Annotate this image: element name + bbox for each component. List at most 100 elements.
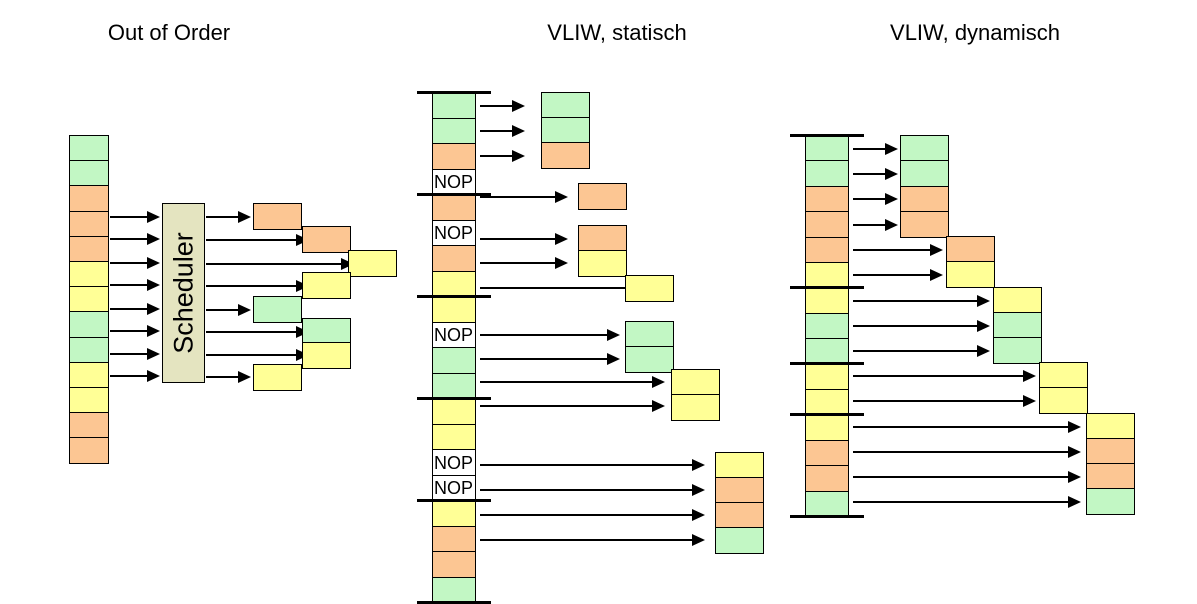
arrow-head [930, 243, 943, 256]
arrow-shaft [206, 331, 297, 334]
arrow-shaft [853, 325, 978, 328]
result-cell-out-of-order-6 [302, 342, 351, 369]
group-separator-vliw-statisch-0 [417, 90, 491, 94]
result-cell-vliw-statisch-3 [578, 183, 627, 210]
arrow-head [692, 483, 705, 496]
arrow-head [555, 232, 568, 245]
arrow-head [555, 190, 568, 203]
group-separator-vliw-statisch-2 [417, 294, 491, 298]
instruction-cell-vliw-statisch-2 [432, 143, 476, 171]
instruction-cell-vliw-dynamisch-1 [805, 160, 849, 188]
arrow-shaft [206, 239, 297, 242]
arrow-shaft [853, 173, 886, 176]
instruction-cell-out-of-order-0 [69, 135, 109, 162]
instruction-cell-out-of-order-6 [69, 286, 109, 313]
arrow-shaft [480, 405, 653, 408]
arrow-head [147, 232, 160, 245]
result-cell-vliw-statisch-14 [715, 527, 764, 554]
result-cell-vliw-dynamisch-6 [993, 287, 1042, 314]
result-cell-out-of-order-5 [302, 318, 351, 345]
arrow-head [885, 142, 898, 155]
arrow-head [652, 375, 665, 388]
arrow-shaft [206, 285, 297, 288]
nop-cell-vliw-statisch-9: NOP [432, 321, 476, 349]
instruction-cell-vliw-statisch-1 [432, 117, 476, 145]
result-cell-vliw-dynamisch-4 [946, 236, 995, 263]
arrow-shaft [480, 196, 556, 199]
result-cell-out-of-order-3 [302, 272, 351, 299]
group-separator-vliw-statisch-1 [417, 192, 491, 196]
arrow-head [1023, 394, 1036, 407]
arrow-shaft [853, 476, 1069, 479]
result-cell-vliw-dynamisch-1 [900, 160, 949, 187]
instruction-cell-vliw-dynamisch-7 [805, 312, 849, 340]
result-cell-vliw-statisch-1 [541, 117, 590, 144]
instruction-cell-vliw-statisch-4 [432, 194, 476, 222]
arrow-head [692, 458, 705, 471]
result-cell-vliw-dynamisch-3 [900, 211, 949, 238]
instruction-cell-vliw-dynamisch-2 [805, 185, 849, 213]
arrow-shaft [110, 262, 148, 265]
group-separator-vliw-statisch-3 [417, 396, 491, 400]
result-cell-vliw-statisch-8 [625, 346, 674, 373]
result-cell-vliw-statisch-12 [715, 477, 764, 504]
result-cell-vliw-dynamisch-13 [1086, 463, 1135, 490]
arrow-shaft [853, 300, 978, 303]
arrow-shaft [110, 284, 148, 287]
result-cell-vliw-dynamisch-14 [1086, 488, 1135, 515]
result-cell-out-of-order-1 [302, 226, 351, 253]
result-cell-vliw-dynamisch-0 [900, 135, 949, 162]
arrow-head [1068, 420, 1081, 433]
instruction-cell-out-of-order-11 [69, 412, 109, 439]
arrow-head [512, 124, 525, 137]
arrow-head [607, 352, 620, 365]
instruction-cell-vliw-dynamisch-12 [805, 439, 849, 467]
instruction-cell-vliw-dynamisch-6 [805, 287, 849, 315]
panel-title-vliw-dynamisch: VLIW, dynamisch [890, 20, 1060, 45]
group-separator-vliw-dynamisch-0 [790, 133, 864, 137]
nop-cell-vliw-statisch-5: NOP [432, 219, 476, 247]
arrow-head [1068, 495, 1081, 508]
result-cell-vliw-dynamisch-9 [1039, 362, 1088, 389]
instruction-cell-vliw-dynamisch-11 [805, 414, 849, 442]
instruction-cell-out-of-order-2 [69, 185, 109, 213]
arrow-head [147, 278, 160, 291]
arrow-shaft [853, 501, 1069, 504]
arrow-head [147, 210, 160, 223]
arrow-shaft [206, 354, 297, 357]
result-cell-out-of-order-2 [348, 250, 397, 277]
result-cell-vliw-statisch-5 [578, 250, 627, 277]
instruction-cell-out-of-order-12 [69, 437, 109, 465]
arrow-shaft [480, 464, 693, 467]
arrow-head [1068, 470, 1081, 483]
group-separator-vliw-dynamisch-2 [790, 362, 864, 366]
arrow-shaft [480, 358, 608, 361]
instruction-cell-out-of-order-1 [69, 160, 109, 187]
result-cell-vliw-statisch-13 [715, 502, 764, 529]
instruction-cell-out-of-order-7 [69, 311, 109, 339]
scheduler-block: Scheduler [162, 203, 205, 383]
instruction-cell-vliw-statisch-12 [432, 398, 476, 426]
instruction-cell-out-of-order-3 [69, 210, 109, 238]
arrow-shaft [480, 334, 608, 337]
arrow-shaft [480, 489, 693, 492]
instruction-cell-out-of-order-5 [69, 261, 109, 288]
arrow-shaft [206, 263, 342, 266]
group-separator-vliw-dynamisch-3 [790, 412, 864, 416]
arrow-shaft [480, 105, 513, 108]
instruction-cell-vliw-dynamisch-4 [805, 236, 849, 264]
arrow-head [147, 256, 160, 269]
instruction-cell-vliw-statisch-13 [432, 423, 476, 451]
nop-cell-vliw-statisch-3: NOP [432, 168, 476, 196]
arrow-shaft [480, 130, 513, 133]
result-cell-out-of-order-4 [253, 296, 302, 323]
arrow-shaft [853, 350, 978, 353]
result-cell-out-of-order-0 [253, 203, 302, 230]
arrow-head [977, 294, 990, 307]
arrow-shaft [480, 287, 631, 290]
result-cell-vliw-statisch-9 [671, 369, 720, 396]
group-separator-vliw-dynamisch-1 [790, 285, 864, 289]
arrow-head [607, 328, 620, 341]
arrow-shaft [110, 308, 148, 311]
arrow-shaft [480, 539, 693, 542]
